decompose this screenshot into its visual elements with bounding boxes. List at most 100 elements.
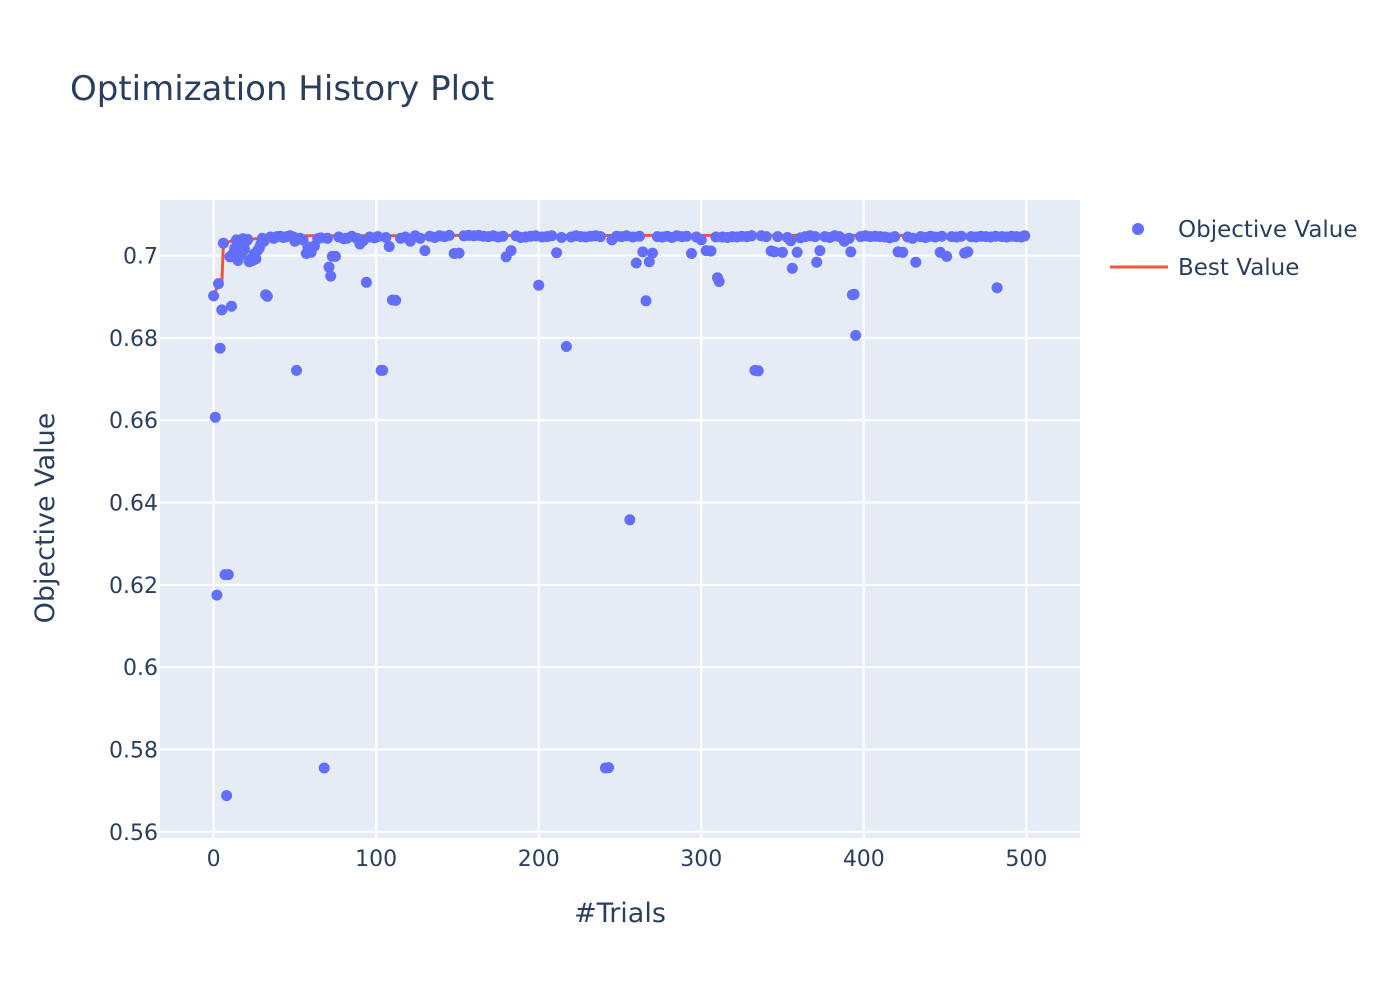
objective-value-point[interactable] [330, 250, 341, 262]
y-tick-label: 0.58 [109, 739, 158, 764]
objective-value-point[interactable] [443, 229, 455, 241]
x-axis: 0 100 200 300 400 500 [207, 847, 1048, 872]
objective-value-point[interactable] [786, 262, 798, 274]
objective-value-point[interactable] [624, 514, 636, 526]
objective-value-point[interactable] [686, 248, 697, 259]
objective-value-point[interactable] [777, 246, 788, 258]
objective-value-point[interactable] [546, 230, 558, 242]
objective-value-point[interactable] [962, 246, 974, 258]
objective-value-point[interactable] [785, 235, 797, 247]
objective-value-point[interactable] [910, 256, 922, 268]
objective-value-point[interactable] [640, 295, 652, 307]
objective-value-point[interactable] [226, 300, 237, 312]
objective-value-point[interactable] [556, 232, 567, 243]
objective-value-point[interactable] [991, 282, 1003, 294]
y-tick-label: 0.66 [109, 409, 158, 434]
objective-value-point[interactable] [291, 364, 302, 376]
objective-value-point[interactable] [845, 246, 857, 258]
objective-value-point[interactable] [214, 342, 226, 354]
objective-value-point[interactable] [936, 230, 948, 242]
objective-value-point[interactable] [941, 250, 953, 262]
y-tick-label: 0.62 [109, 574, 158, 599]
objective-value-point[interactable] [222, 569, 234, 581]
objective-value-point[interactable] [848, 288, 860, 300]
x-axis-title: #Trials [574, 898, 666, 929]
objective-value-point[interactable] [1019, 230, 1031, 242]
objective-value-point[interactable] [595, 231, 606, 243]
objective-value-point[interactable] [811, 256, 823, 268]
objective-value-point[interactable] [746, 230, 758, 242]
objective-value-point[interactable] [261, 290, 273, 302]
x-tick-label: 0 [207, 847, 221, 872]
objective-value-point[interactable] [250, 253, 262, 265]
objective-value-point[interactable] [380, 232, 392, 243]
legend-item-best-value[interactable]: Best Value [1110, 255, 1299, 281]
y-axis: 0.56 0.58 0.6 0.62 0.64 0.66 0.68 0.7 [109, 245, 158, 846]
y-tick-label: 0.7 [123, 245, 158, 270]
objective-value-point[interactable] [630, 257, 642, 269]
objective-value-point[interactable] [752, 365, 764, 377]
objective-value-point[interactable] [505, 245, 517, 257]
objective-value-point[interactable] [814, 245, 826, 257]
objective-value-point[interactable] [643, 256, 655, 268]
objective-value-point[interactable] [453, 247, 465, 259]
x-tick-label: 500 [1005, 847, 1047, 872]
plot-area [160, 200, 1080, 838]
objective-value-point[interactable] [809, 231, 821, 243]
objective-value-point[interactable] [414, 232, 426, 244]
legend-best-label: Best Value [1178, 255, 1299, 281]
objective-value-point[interactable] [213, 278, 224, 290]
objective-value-point[interactable] [377, 364, 389, 376]
objective-value-point[interactable] [681, 230, 693, 242]
x-tick-label: 200 [518, 847, 560, 872]
objective-value-point[interactable] [239, 243, 250, 255]
objective-value-point[interactable] [637, 246, 649, 258]
legend-objective-marker [1132, 223, 1144, 235]
x-tick-label: 400 [843, 847, 885, 872]
objective-value-point[interactable] [772, 231, 784, 243]
objective-value-point[interactable] [551, 247, 563, 259]
objective-value-point[interactable] [209, 411, 221, 423]
grid-lines [160, 200, 1080, 838]
objective-value-point[interactable] [242, 234, 254, 245]
objective-value-point[interactable] [889, 231, 901, 243]
objective-value-point[interactable] [713, 276, 725, 287]
objective-value-point[interactable] [211, 589, 223, 601]
y-tick-label: 0.56 [109, 821, 158, 846]
objective-value-point[interactable] [372, 231, 384, 243]
objective-value-point[interactable] [208, 290, 220, 302]
objective-value-point[interactable] [221, 790, 233, 802]
objective-value-point[interactable] [360, 276, 372, 288]
objective-value-point[interactable] [390, 294, 402, 306]
objective-value-point[interactable] [497, 230, 509, 242]
objective-value-point[interactable] [768, 246, 780, 258]
x-tick-label: 300 [680, 847, 722, 872]
objective-value-point[interactable] [217, 237, 229, 249]
objective-value-point[interactable] [955, 230, 967, 242]
objective-value-point[interactable] [216, 304, 228, 316]
objective-value-point[interactable] [634, 230, 645, 242]
objective-value-point[interactable] [419, 245, 431, 257]
objective-value-point[interactable] [560, 341, 572, 352]
objective-value-point[interactable] [850, 329, 862, 341]
objective-value-point[interactable] [533, 279, 545, 291]
objective-value-point[interactable] [318, 762, 330, 774]
objective-value-point[interactable] [695, 234, 707, 246]
objective-value-point[interactable] [897, 246, 909, 258]
objective-value-point[interactable] [791, 246, 803, 258]
objective-value-point[interactable] [325, 270, 337, 282]
objective-value-point[interactable] [321, 232, 333, 244]
objective-value-point[interactable] [647, 247, 658, 259]
y-axis-title: Objective Value [30, 413, 61, 624]
objective-value-point[interactable] [843, 232, 855, 244]
x-tick-label: 100 [355, 847, 397, 872]
objective-value-series [208, 229, 1031, 802]
objective-value-point[interactable] [603, 762, 615, 774]
legend-objective-label: Objective Value [1178, 217, 1358, 243]
objective-value-point[interactable] [760, 231, 772, 243]
objective-value-point[interactable] [383, 241, 395, 252]
legend-item-objective-value[interactable]: Objective Value [1132, 217, 1358, 243]
objective-value-point[interactable] [705, 245, 717, 257]
objective-value-point[interactable] [323, 261, 335, 273]
